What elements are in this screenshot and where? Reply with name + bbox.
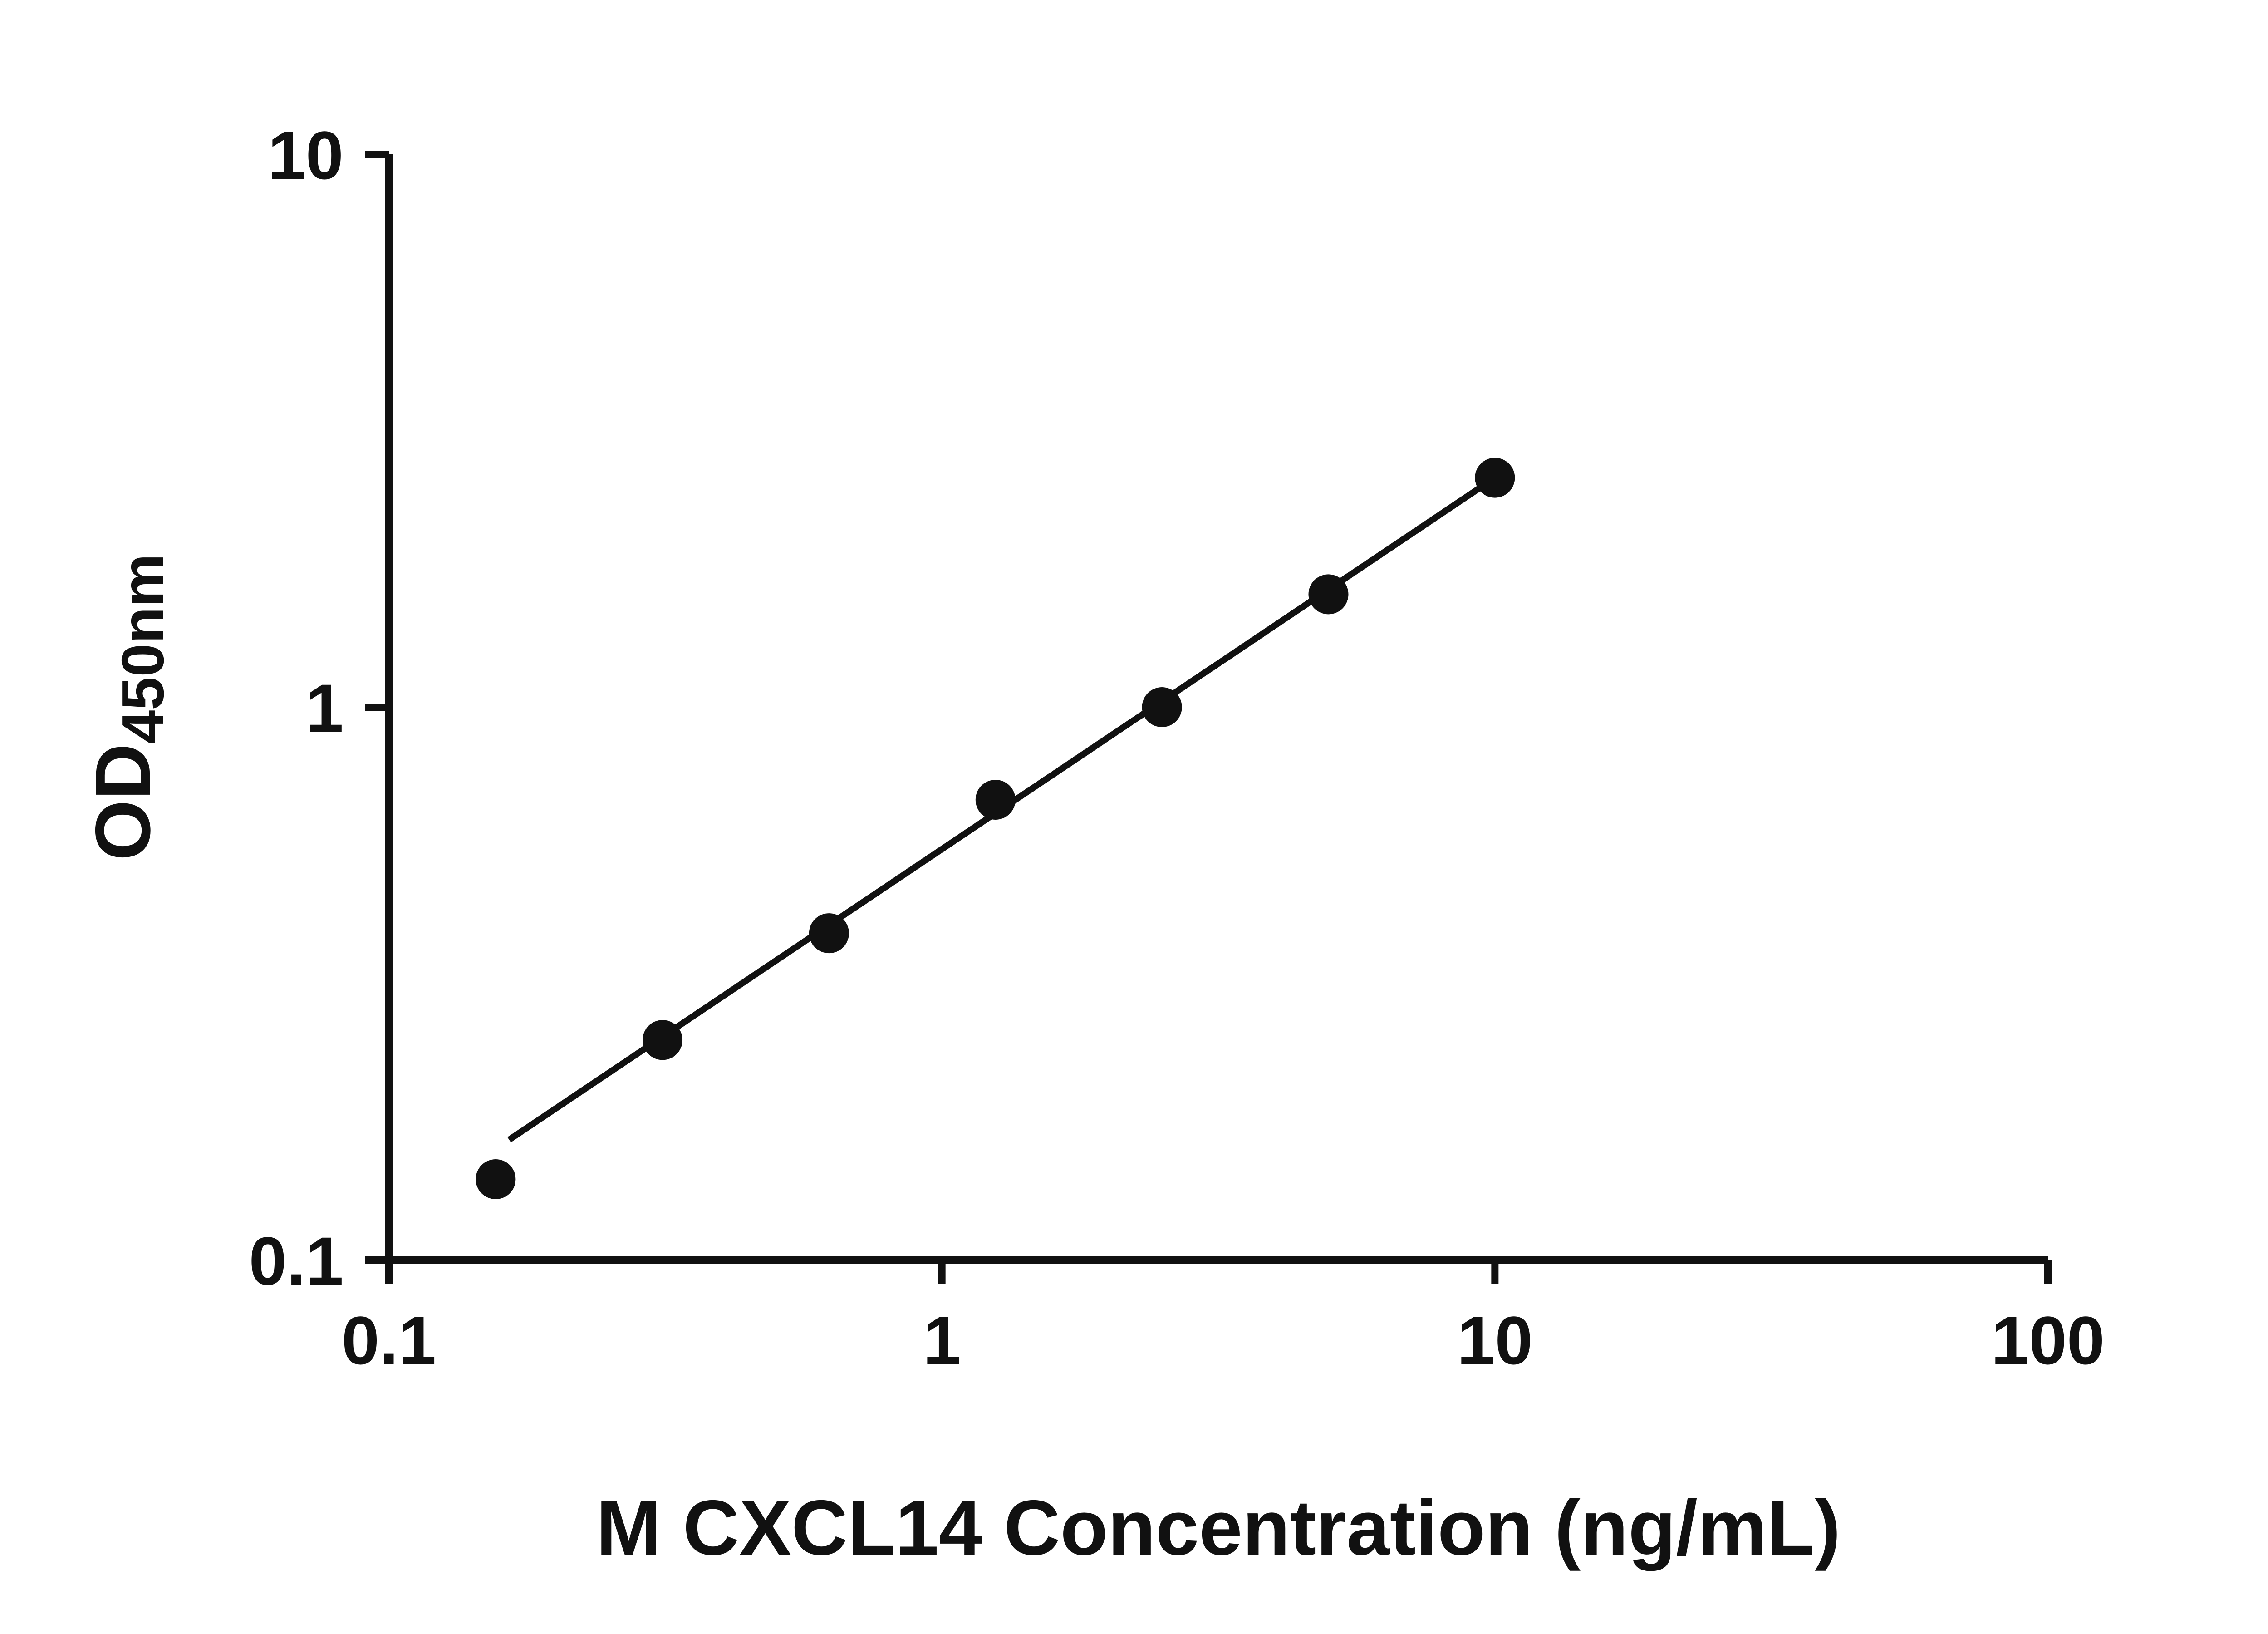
y-axis-title-main: OD: [79, 743, 167, 861]
y-tick-label: 0.1: [249, 1223, 344, 1299]
data-point: [975, 780, 1016, 820]
y-axis-title: OD450nm: [79, 554, 176, 861]
data-point: [1308, 574, 1349, 615]
x-axis-title: M CXCL14 Concentration (ng/mL): [596, 1484, 1841, 1571]
x-tick-label: 100: [1991, 1302, 2105, 1378]
axis-lines: [385, 154, 2048, 1264]
data-point: [476, 1159, 516, 1200]
data-point: [1475, 458, 1515, 498]
y-tick-label: 10: [268, 117, 344, 193]
data-point: [809, 913, 849, 954]
y-tick-label: 1: [306, 670, 344, 746]
x-tick-label: 10: [1457, 1302, 1533, 1378]
x-tick-label: 0.1: [342, 1302, 437, 1378]
x-tick-label: 1: [923, 1302, 961, 1378]
y-axis-title-subscript: 450nm: [109, 554, 176, 743]
data-point: [1142, 687, 1182, 727]
data-point: [643, 1020, 683, 1060]
